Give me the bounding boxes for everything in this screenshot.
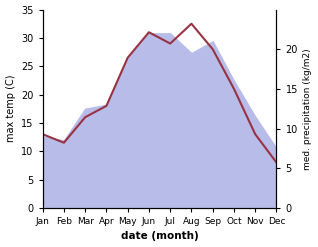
Y-axis label: med. precipitation (kg/m2): med. precipitation (kg/m2) bbox=[303, 48, 313, 169]
X-axis label: date (month): date (month) bbox=[121, 231, 198, 242]
Y-axis label: max temp (C): max temp (C) bbox=[5, 75, 16, 143]
